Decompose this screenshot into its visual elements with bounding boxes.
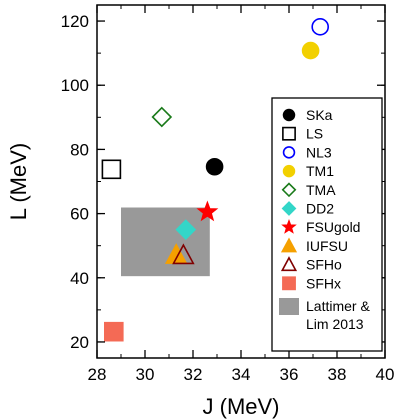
point-ls: [101, 159, 122, 180]
x-tick-label: 38: [328, 365, 347, 384]
y-tick-label: 60: [70, 205, 89, 224]
point-tm1: [301, 41, 320, 60]
region-lattimer-lim-2013: [121, 207, 210, 277]
legend-marker-ska: [282, 108, 296, 122]
point-sfho: [172, 243, 195, 265]
y-tick-label: 20: [70, 333, 89, 352]
x-tick-label: 28: [88, 365, 107, 384]
legend-label-sfhx: SFHx: [306, 275, 341, 291]
y-axis-title: L (MeV): [6, 143, 31, 220]
legend-label-ska: SKa: [306, 107, 333, 123]
legend-label-tm1: TM1: [306, 163, 334, 179]
legend-marker-ls: [282, 126, 296, 141]
point-nl3: [311, 18, 330, 36]
x-tick-label: 32: [184, 365, 203, 384]
legend-marker-tma: [281, 182, 297, 198]
y-tick-label: 80: [70, 140, 89, 159]
legend-marker-sfho: [280, 256, 298, 272]
legend-label-dd2: DD2: [306, 201, 334, 217]
x-axis-title: J (MeV): [203, 394, 280, 419]
point-dd2: [175, 219, 197, 240]
y-tick-label: 120: [61, 12, 89, 31]
point-fsugold: [196, 200, 219, 222]
legend-label-nl3: NL3: [306, 144, 332, 160]
y-tick-label: 40: [70, 269, 89, 288]
legend-marker-sfhx: [282, 276, 296, 291]
legend-label-tma: TMA: [306, 182, 336, 198]
y-tick-label: 100: [61, 76, 89, 95]
x-tick-label: 34: [232, 365, 251, 384]
point-sfhx: [104, 321, 124, 342]
legend-marker-tm1: [282, 164, 296, 178]
legend-marker-dd2: [281, 201, 297, 216]
legend-label-fsugold: FSUgold: [306, 219, 360, 235]
legend-marker-region: [279, 298, 299, 315]
legend-label-ls: LS: [306, 126, 323, 142]
legend: SKa LS NL3 TM1 TMA DD2 FSUgold IUFSU SFHo SFHx Lat…: [271, 97, 383, 352]
legend-label-region-line: Lattimer &: [306, 298, 370, 314]
legend-marker-fsugold: [281, 219, 297, 234]
legend-label-iufsu: IUFSU: [306, 238, 348, 254]
x-tick-label: 40: [376, 365, 395, 384]
x-tick-label: 36: [280, 365, 299, 384]
legend-marker-iufsu: [280, 237, 298, 253]
point-tma: [151, 106, 173, 128]
plot-layer: [101, 18, 330, 342]
legend-marker-nl3: [282, 146, 296, 159]
x-tick-label: 30: [136, 365, 155, 384]
legend-label-sfho: SFHo: [306, 257, 342, 273]
legend-label-region-line: Lim 2013: [306, 316, 364, 332]
axis-layer: 28 30 32 34 36 38 40 20 40 60 80 100 120: [61, 4, 395, 384]
point-ska: [205, 157, 224, 176]
